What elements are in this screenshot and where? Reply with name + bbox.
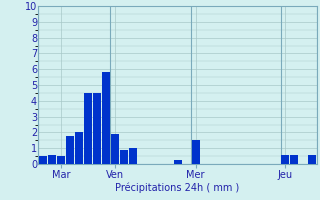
Bar (129, 148, 137, 164)
Bar (75, 132, 83, 164)
Bar (173, 160, 182, 164)
Bar (102, 72, 110, 164)
Bar (281, 155, 289, 164)
Bar (57, 156, 65, 164)
Bar (111, 134, 119, 164)
Bar (308, 155, 316, 164)
Bar (290, 155, 298, 164)
Bar (48, 155, 56, 164)
X-axis label: Précipitations 24h ( mm ): Précipitations 24h ( mm ) (116, 182, 240, 193)
Bar (192, 140, 200, 164)
Bar (93, 93, 101, 164)
Bar (84, 93, 92, 164)
Bar (39, 156, 47, 164)
Bar (66, 136, 74, 164)
Bar (120, 150, 128, 164)
